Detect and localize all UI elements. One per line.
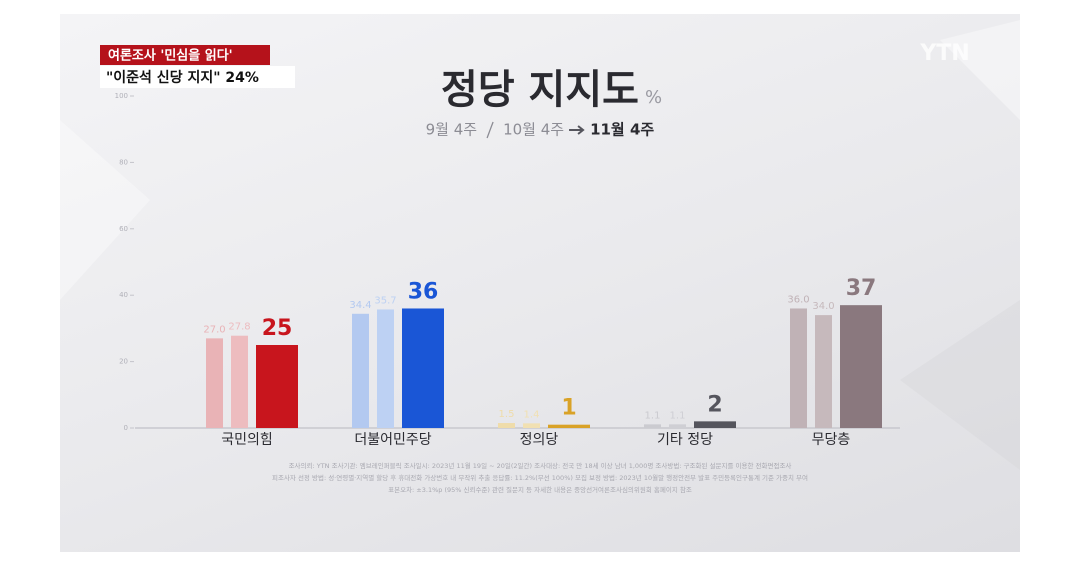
bar: [377, 309, 394, 428]
bar: [523, 423, 540, 428]
bar: [402, 308, 444, 428]
value-label-current: 37: [846, 276, 877, 301]
footnote: 표본오차: ±3.1%p (95% 신뢰수준) 관련 질문지 등 자세한 내용은…: [388, 485, 692, 494]
value-label: 35.7: [374, 295, 396, 306]
footnote: 피조사자 선정 방법: 성·연령별·지역별 할당 후 휴대전화 가상번호 내 무…: [272, 473, 808, 482]
value-label: 1.5: [499, 409, 515, 420]
x-tick-label: 국민의힘: [221, 432, 273, 448]
legend-separator: [486, 121, 494, 139]
legend-entry: 9월 4주: [426, 121, 477, 139]
decor: [900, 300, 1020, 470]
decor: [940, 20, 1020, 120]
bar: [694, 421, 736, 428]
bar: [815, 315, 832, 428]
y-tick-label: 60: [119, 225, 128, 233]
bar: [231, 335, 248, 428]
bar: [790, 308, 807, 428]
y-tick-label: 80: [119, 158, 128, 166]
badge-bg: [100, 45, 270, 65]
x-tick-label: 더불어민주당: [354, 432, 431, 448]
y-tick-label: 20: [119, 358, 128, 366]
value-label: 1.4: [524, 409, 540, 420]
footnotes: 조사의뢰: YTN 조사기관: 엠브레인퍼블릭 조사일시: 2023년 11월 …: [272, 461, 808, 494]
y-tick-label: 100: [115, 92, 128, 100]
value-label-current: 36: [408, 279, 439, 304]
x-tick-label: 무당층: [812, 432, 851, 448]
bar: [256, 345, 298, 428]
bar: [352, 313, 369, 428]
value-label: 27.0: [203, 324, 225, 335]
legend-arrow: [569, 125, 585, 135]
value-label: 34.4: [349, 300, 371, 311]
bar: [498, 423, 515, 428]
bar: [548, 424, 590, 428]
value-label-current: 1: [561, 396, 576, 421]
badge-text: 여론조사 '민심을 읽다': [108, 48, 233, 64]
value-label-current: 25: [262, 316, 293, 341]
bar: [669, 424, 686, 428]
x-tick-label: 정의당: [520, 432, 559, 448]
value-label: 1.1: [670, 410, 686, 421]
broadcast-frame: 여론조사 '민심을 읽다' "이준석 신당 지지" 24% YTN 정당 지지도…: [60, 14, 1020, 552]
logo: YTN: [919, 41, 969, 66]
decor: [60, 120, 150, 300]
value-label: 27.8: [228, 322, 250, 333]
y-tick-label: 40: [119, 291, 128, 299]
legend: 9월 4주 10월 4주 11월 4주: [426, 121, 655, 139]
headline: "이준석 신당 지지" 24%: [106, 69, 259, 86]
bar: [840, 305, 882, 428]
value-label: 34.0: [812, 301, 834, 312]
legend-entry: 11월 4주: [590, 121, 654, 139]
footnote: 조사의뢰: YTN 조사기관: 엠브레인퍼블릭 조사일시: 2023년 11월 …: [289, 461, 792, 470]
plot: 0 20 40 60 80 100 국민의힘 27.0 27.8 25 더불어민주당 34.4 35.7…: [115, 92, 900, 448]
bar: [644, 424, 661, 428]
legend-entry: 10월 4주: [503, 121, 564, 139]
value-label: 1.1: [645, 410, 661, 421]
y-tick-label: 0: [124, 424, 128, 432]
unit: %: [645, 87, 662, 108]
bar: [206, 338, 223, 428]
value-label-current: 2: [707, 392, 722, 417]
headline-bg: [100, 66, 295, 88]
chart: 여론조사 '민심을 읽다' "이준석 신당 지지" 24% YTN 정당 지지도…: [60, 20, 1020, 494]
chart-title: 정당 지지도: [441, 67, 639, 113]
value-label: 36.0: [787, 294, 809, 305]
x-tick-label: 기타 정당: [657, 432, 713, 448]
